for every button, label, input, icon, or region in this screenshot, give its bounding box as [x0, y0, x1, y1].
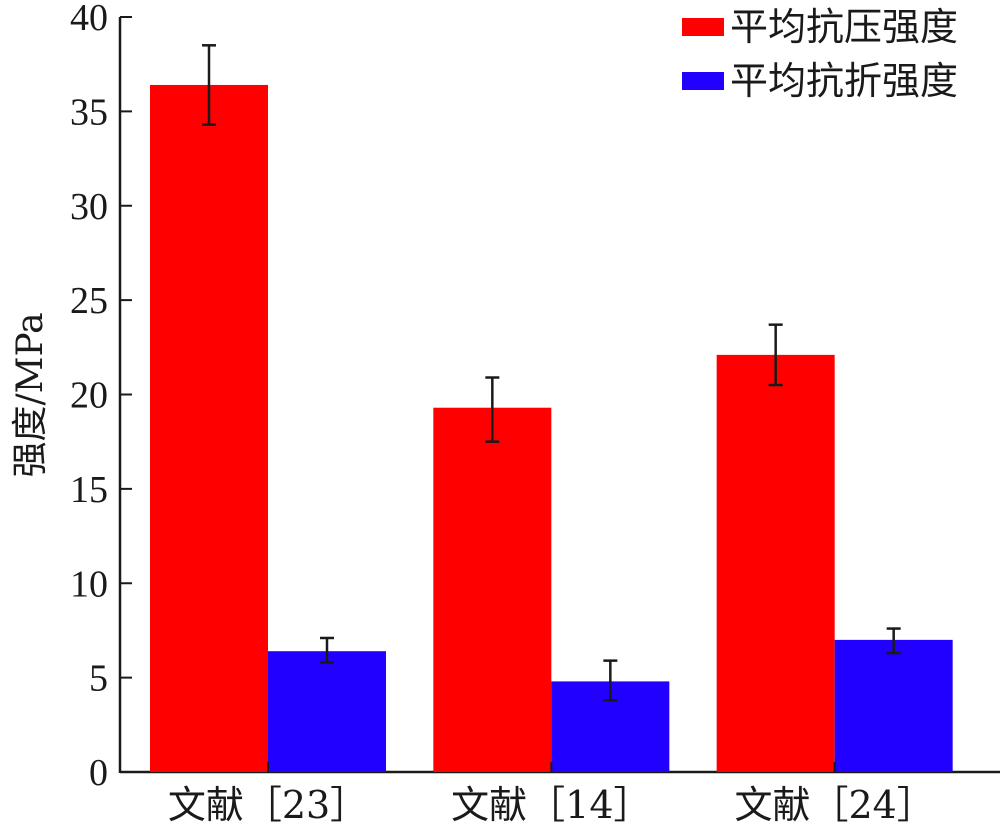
y-tick-label-3: 15: [70, 469, 108, 511]
category-label-1: 文献［14］: [451, 783, 651, 827]
legend-label-0: 平均抗压强度: [730, 5, 958, 49]
bar-compressive-1: [433, 407, 552, 772]
legend-swatch-0: [682, 18, 724, 36]
y-axis-title: 强度/MPa: [10, 312, 51, 477]
y-tick-label-7: 35: [70, 91, 108, 133]
plot-area: 0 5 10 15 20 25 30 35 40 文献［23］ 文献［14］ 文献［24］: [70, 0, 1000, 827]
bar-compressive-0: [150, 84, 268, 772]
y-tick-label-1: 5: [89, 658, 108, 700]
bar-flexural-0: [268, 651, 386, 772]
y-tick-label-8: 40: [70, 0, 108, 39]
y-tick-label-4: 20: [70, 375, 108, 417]
category-label-0: 文献［23］: [168, 783, 368, 827]
bar-compressive-2: [716, 354, 835, 772]
bar-flexural-2: [834, 639, 953, 772]
legend-label-1: 平均抗折强度: [730, 59, 958, 103]
y-tick-label-2: 10: [70, 563, 108, 605]
y-tick-label-5: 25: [70, 280, 108, 322]
y-tick-label-6: 30: [70, 186, 108, 228]
legend-swatch-1: [682, 72, 724, 90]
y-tick-label-0: 0: [89, 752, 108, 794]
category-label-2: 文献［24］: [734, 783, 934, 827]
